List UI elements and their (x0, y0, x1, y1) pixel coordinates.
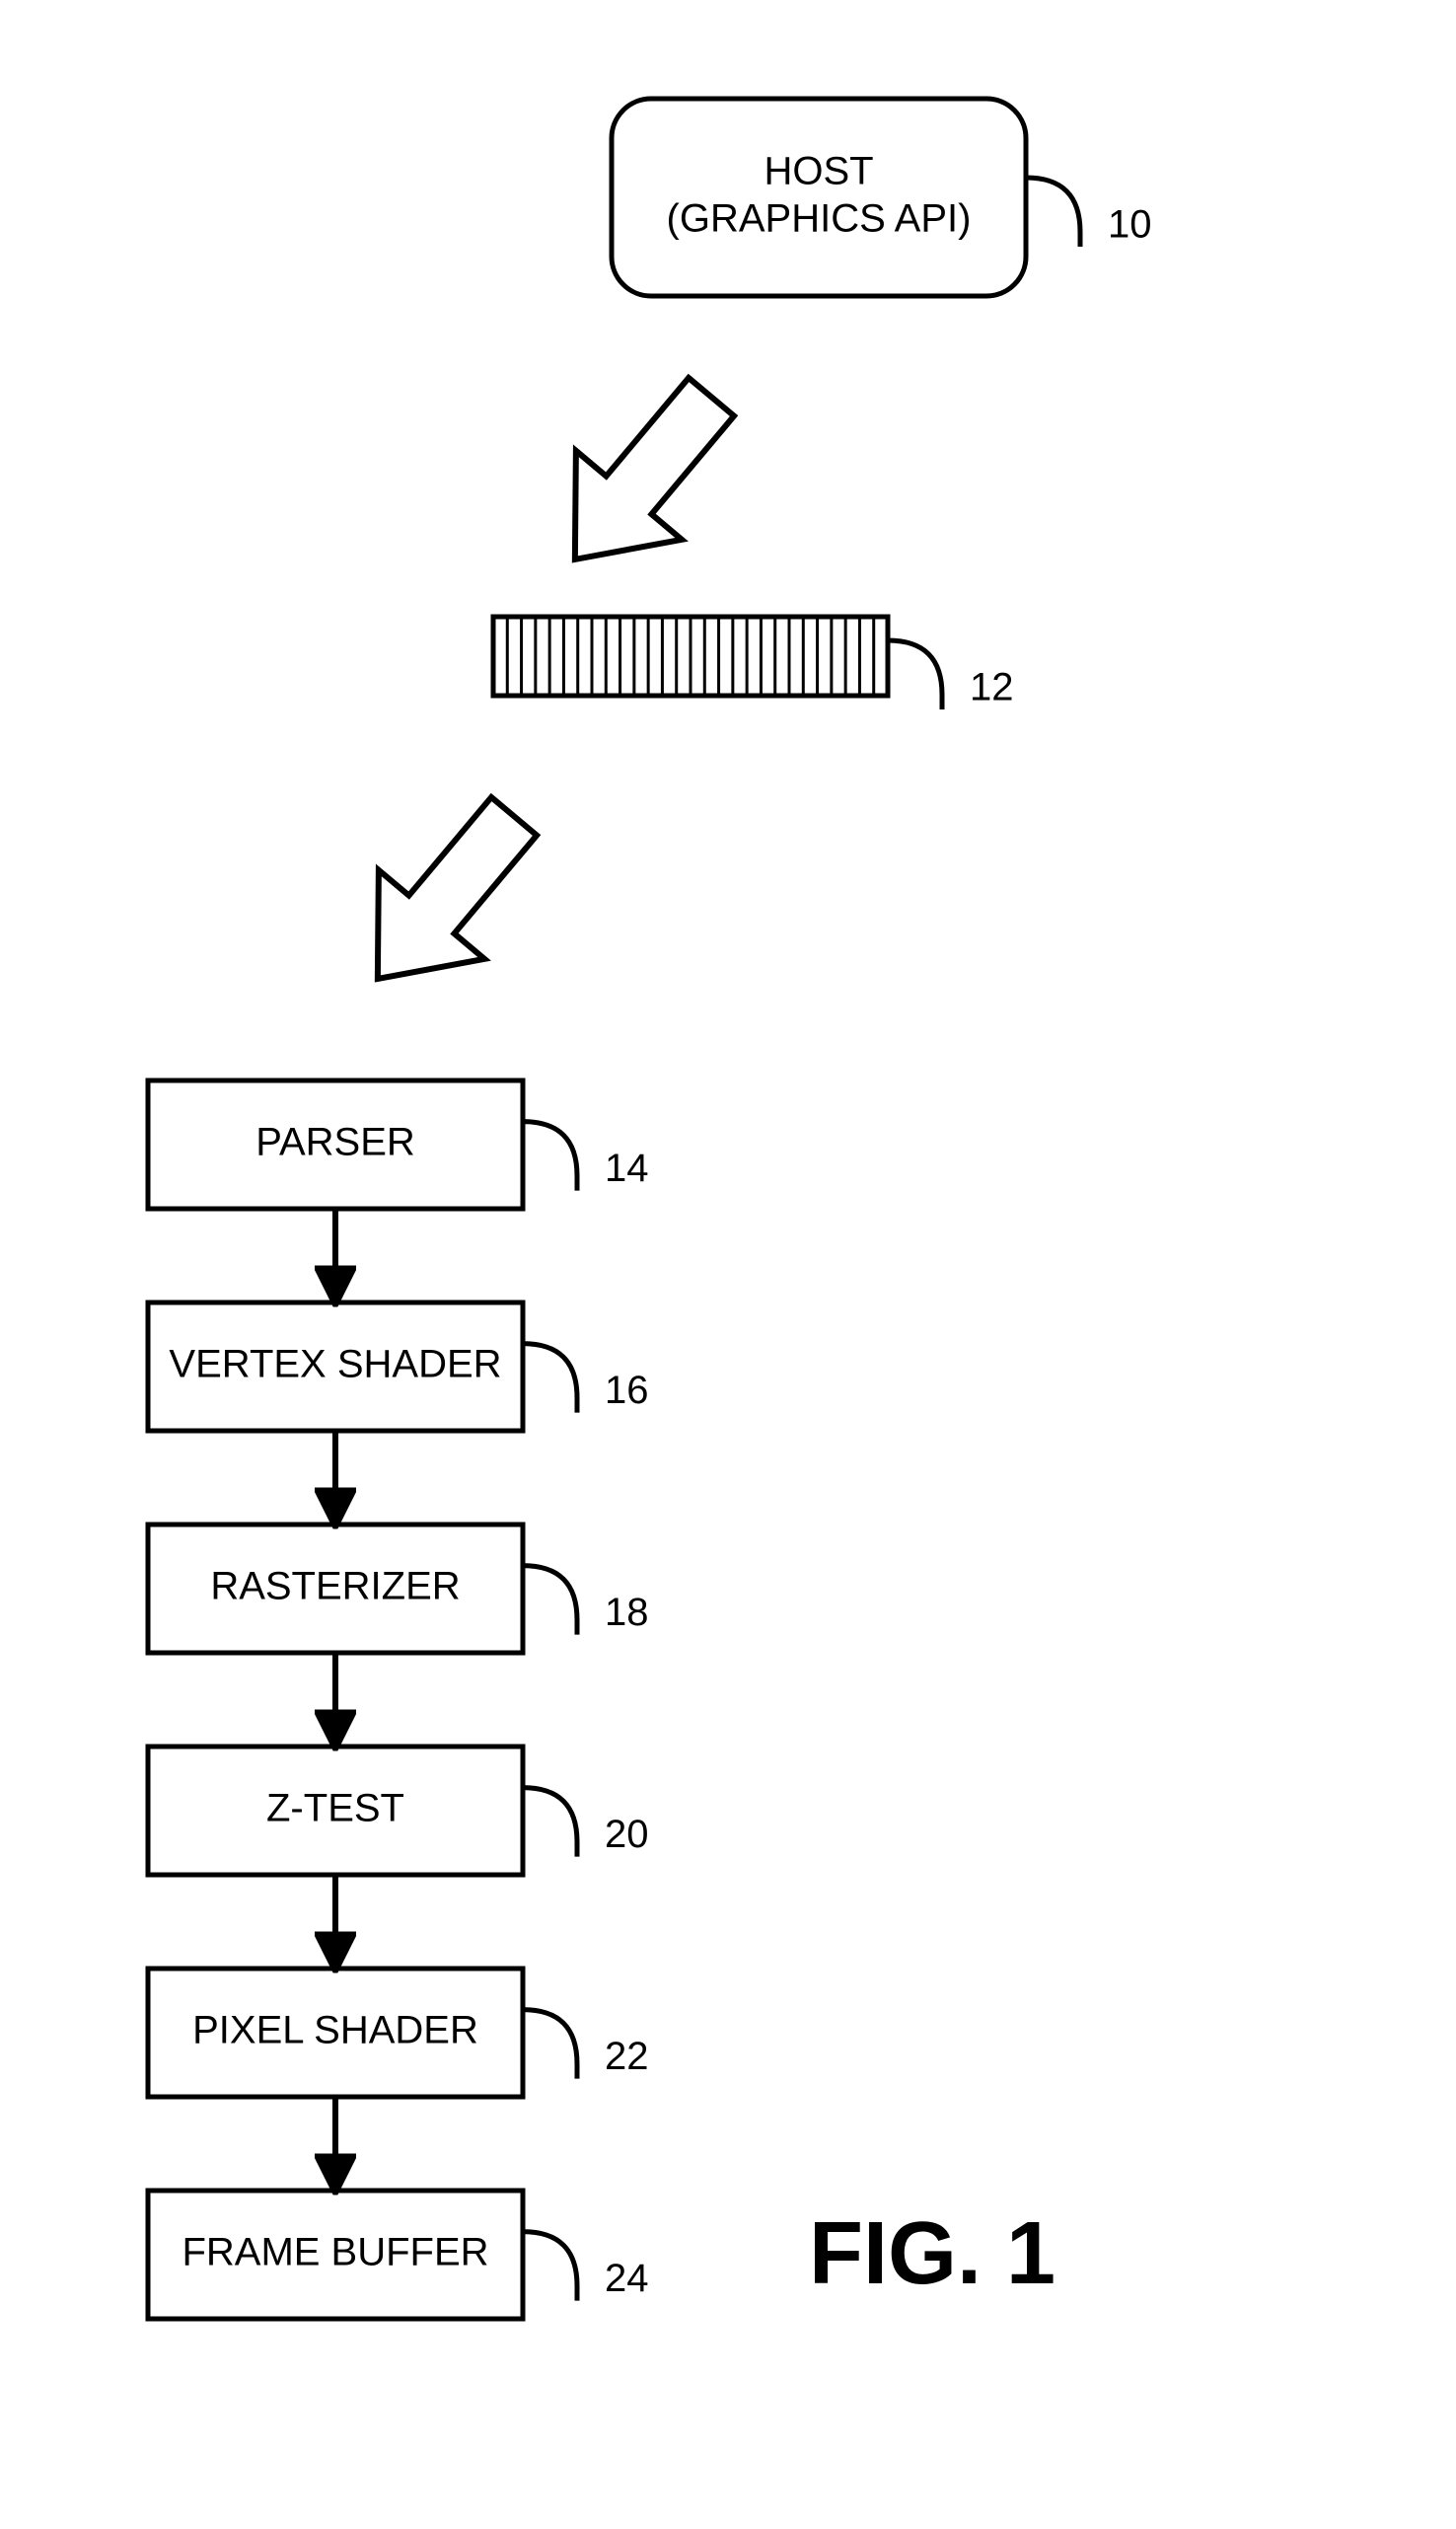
ref-leader (523, 1122, 577, 1191)
ref-leader (1026, 178, 1080, 247)
ref-number: 16 (605, 1369, 649, 1412)
ref-leader (523, 2010, 577, 2079)
pipeline-label: PARSER (255, 1121, 415, 1164)
ref-leader (523, 1566, 577, 1635)
ref-leader (523, 1788, 577, 1857)
pipeline-label: PIXEL SHADER (192, 2009, 478, 2052)
ref-number: 18 (605, 1591, 649, 1634)
figure-caption: FIG. 1 (809, 2204, 1056, 2303)
pipeline-label: FRAME BUFFER (182, 2231, 488, 2274)
flow-arrow (522, 352, 764, 604)
ref-number: 14 (605, 1147, 649, 1190)
ref-number: 12 (970, 666, 1014, 709)
pipeline-label: RASTERIZER (210, 1565, 460, 1608)
ref-leader (523, 2232, 577, 2301)
ref-number: 20 (605, 1813, 649, 1856)
ref-leader (888, 640, 942, 709)
ref-leader (523, 1344, 577, 1413)
flow-arrow (325, 772, 566, 1023)
buffer-stripes (507, 617, 873, 696)
host-label-line1: HOST (764, 150, 873, 193)
ref-number: 22 (605, 2035, 649, 2078)
ref-number: 24 (605, 2257, 649, 2300)
host-label-line2: (GRAPHICS API) (667, 197, 972, 241)
ref-number: 10 (1108, 203, 1152, 247)
pipeline-label: VERTEX SHADER (169, 1343, 501, 1386)
pipeline-label: Z-TEST (266, 1787, 404, 1830)
